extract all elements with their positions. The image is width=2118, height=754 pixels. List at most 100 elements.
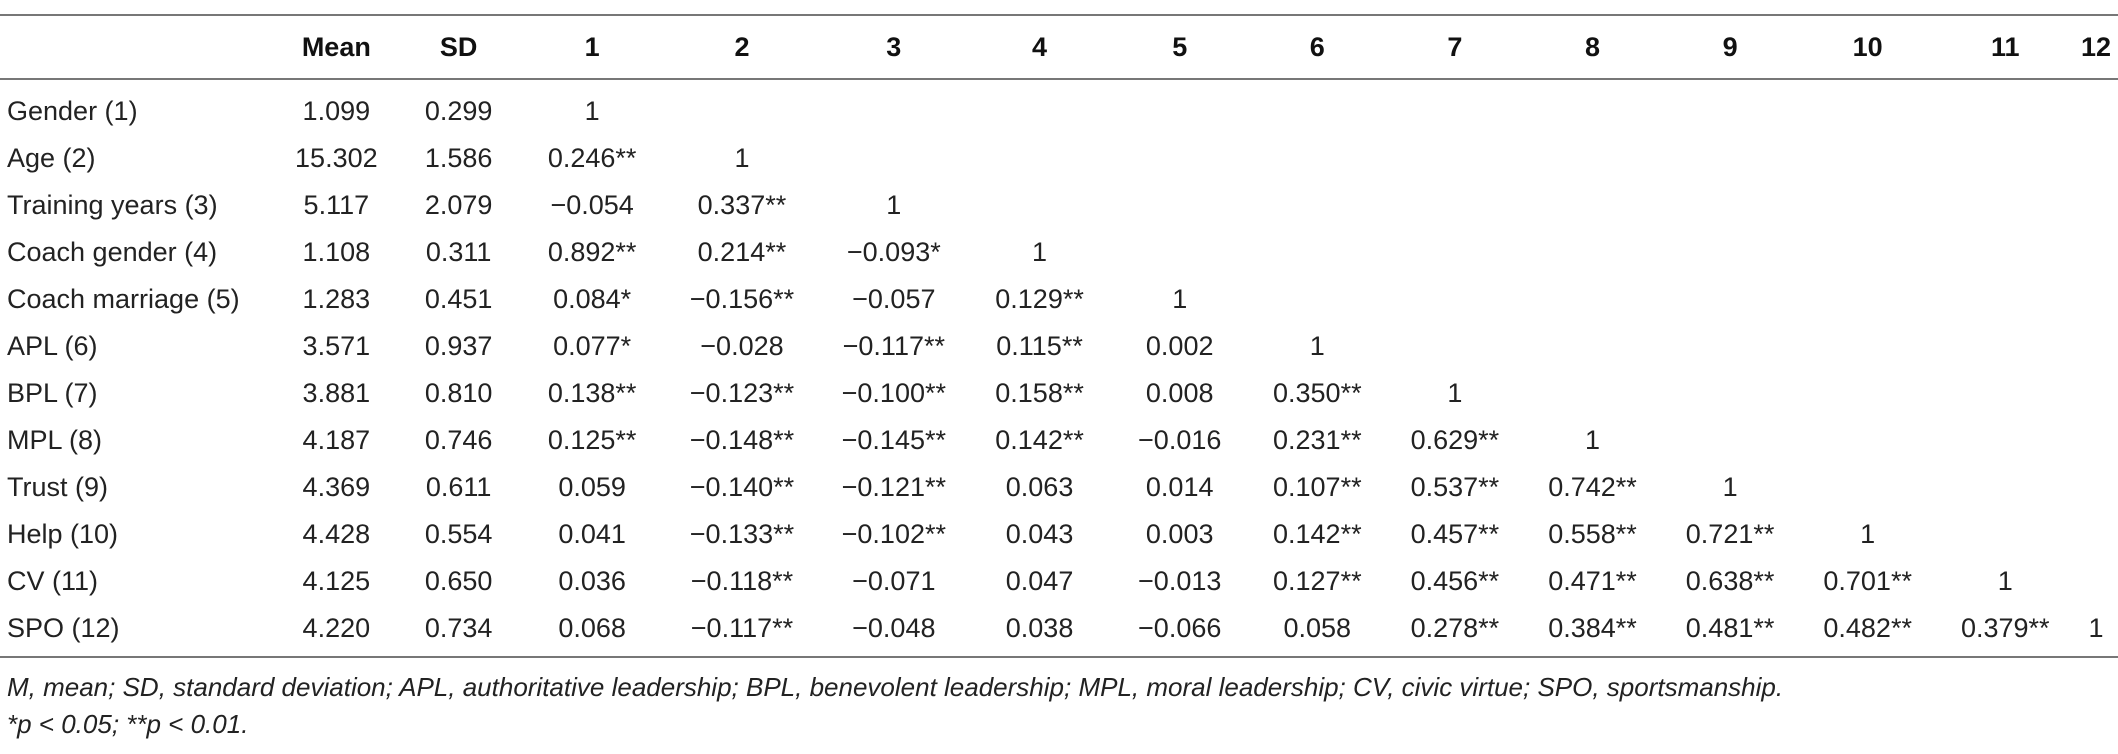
correlation-cell: 0.246** <box>547 143 637 173</box>
row-label: Trust (9) <box>7 472 108 502</box>
correlation-cell <box>665 79 820 135</box>
correlation-cell <box>1799 182 1937 229</box>
correlation-cell: 0.379** <box>1936 605 2075 658</box>
sd-cell: 0.650 <box>424 566 493 596</box>
header-cell-6: 6 <box>1248 15 1387 80</box>
sd-cell: 0.554 <box>424 519 493 549</box>
correlation-cell <box>1386 276 1524 323</box>
sd-cell: 0.311 <box>425 237 492 267</box>
correlation-cell <box>1111 135 1249 182</box>
correlation-cell: −0.100** <box>841 378 946 408</box>
correlation-cell: 0.077* <box>553 331 632 361</box>
correlation-cell: 0.058 <box>1248 605 1387 658</box>
correlation-cell <box>1524 229 1662 276</box>
correlation-cell: 0.047 <box>1005 566 1074 596</box>
header-cell-mean: Mean <box>275 15 398 80</box>
sd-cell: 0.611 <box>425 472 492 502</box>
correlation-cell <box>1799 417 1937 464</box>
correlation-cell <box>2074 511 2118 558</box>
correlation-cell: 1 <box>1584 425 1600 455</box>
correlation-cell: 0.014 <box>1145 472 1214 502</box>
correlation-cell <box>1524 79 1662 135</box>
correlation-cell <box>2074 370 2118 417</box>
correlation-cell <box>2074 79 2118 135</box>
correlation-cell: 0.482** <box>1798 605 1937 658</box>
correlation-cell: 0.742** <box>1548 472 1637 502</box>
header-cell-12: 12 <box>2074 15 2118 80</box>
correlation-cell <box>1936 323 2074 370</box>
correlation-cell <box>2074 558 2118 605</box>
correlation-cell <box>819 135 968 182</box>
table-row: Trust (9) 4.369 0.611 0.059 −0.140** −0.121**… <box>0 464 2118 511</box>
sd-cell: 0.746 <box>424 425 493 455</box>
correlation-cell <box>1661 182 1799 229</box>
table-row: Coach marriage (5) 1.283 0.451 0.084* −0.156… <box>0 276 2118 323</box>
row-label: BPL (7) <box>7 378 98 408</box>
mean-cell: 1.283 <box>302 284 371 314</box>
correlation-cell: 0.231** <box>1273 425 1362 455</box>
correlation-cell: −0.102** <box>841 519 946 549</box>
correlation-cell <box>1936 370 2074 417</box>
correlation-cell <box>819 79 968 135</box>
sd-cell: 0.937 <box>424 331 493 361</box>
correlation-cell: 0.038 <box>968 605 1111 658</box>
correlation-cell: 1 <box>1860 519 1876 549</box>
row-label: Coach gender (4) <box>7 237 218 267</box>
table-row: BPL (7) 3.881 0.810 0.138** −0.123** −0.100**… <box>0 370 2118 417</box>
sd-cell: 0.810 <box>424 378 493 408</box>
correlation-cell <box>2074 323 2118 370</box>
correlation-cell: 0.084* <box>553 284 632 314</box>
correlation-cell: 0.008 <box>1145 378 1214 408</box>
sd-cell: 0.299 <box>424 96 493 126</box>
correlation-cell <box>1936 511 2074 558</box>
correlation-cell <box>1661 79 1799 135</box>
correlation-cell: 0.892** <box>547 237 637 267</box>
mean-cell: 1.108 <box>302 237 371 267</box>
correlation-cell <box>1249 229 1387 276</box>
row-label: CV (11) <box>7 566 99 596</box>
correlation-cell <box>1524 370 1662 417</box>
correlation-cell: 0.127** <box>1273 566 1362 596</box>
correlation-cell <box>1799 79 1937 135</box>
correlation-cell <box>968 79 1111 135</box>
correlation-cell <box>2074 229 2118 276</box>
table-row: Training years (3) 5.117 2.079 −0.054 0.337*… <box>0 182 2118 229</box>
table-header: Mean SD 1 2 3 4 5 6 7 8 9 10 11 12 <box>0 15 2118 80</box>
correlation-cell <box>1386 79 1524 135</box>
correlation-cell: −0.118** <box>690 566 794 596</box>
correlation-cell: −0.066 <box>1110 605 1249 658</box>
correlation-cell <box>1936 417 2074 464</box>
correlation-cell: −0.148** <box>689 425 795 455</box>
correlation-cell: 0.558** <box>1548 519 1637 549</box>
correlation-cell <box>1936 79 2074 135</box>
mean-cell: 4.220 <box>275 605 398 658</box>
correlation-table: Mean SD 1 2 3 4 5 6 7 8 9 10 11 12 Gende… <box>0 14 2118 658</box>
header-cell-8: 8 <box>1523 15 1662 80</box>
row-label: Help (10) <box>7 519 119 549</box>
correlation-cell: 0.638** <box>1685 566 1775 596</box>
header-cell-1: 1 <box>519 15 665 80</box>
correlation-cell: 1 <box>1032 237 1048 267</box>
correlation-cell: 0.003 <box>1145 519 1214 549</box>
correlation-cell: −0.121** <box>841 472 946 502</box>
correlation-cell: −0.133** <box>689 519 795 549</box>
header-cell-10: 10 <box>1798 15 1937 80</box>
correlation-cell <box>1524 323 1662 370</box>
header-cell-5: 5 <box>1110 15 1249 80</box>
correlation-cell: 1 <box>734 143 750 173</box>
footnote-significance: *p < 0.05; **p < 0.01. <box>7 709 249 739</box>
correlation-cell: 0.036 <box>558 566 626 596</box>
table-row: Age (2) 15.302 1.586 0.246** 1 <box>0 135 2118 182</box>
table-row: Gender (1) 1.099 0.299 1 <box>0 79 2118 135</box>
table-row: CV (11) 4.125 0.650 0.036 −0.118** −0.071 0.04… <box>0 558 2118 605</box>
correlation-cell <box>1249 182 1387 229</box>
row-label: Age (2) <box>7 143 96 173</box>
header-cell-7: 7 <box>1386 15 1524 80</box>
correlation-cell: 0.002 <box>1145 331 1214 361</box>
correlation-cell <box>1799 135 1937 182</box>
header-cell-11: 11 <box>1936 15 2075 80</box>
correlation-cell <box>1799 323 1937 370</box>
correlation-cell: 0.456** <box>1410 566 1500 596</box>
correlation-cell <box>2074 276 2118 323</box>
